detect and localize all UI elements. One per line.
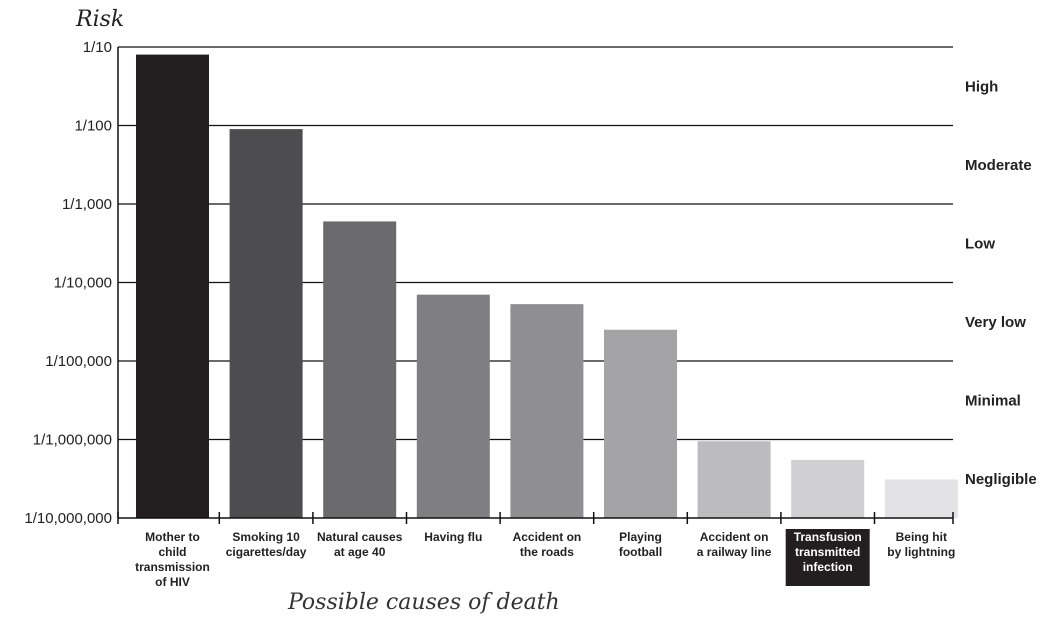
y-tick-label: 1/10	[83, 39, 112, 56]
y-tick-label: 1/100,000	[45, 353, 112, 370]
bar	[416, 294, 490, 518]
category-labels: Mother to child transmission of HIV Smoking …	[135, 529, 955, 589]
bar	[791, 459, 865, 518]
category-label: Playing football	[619, 530, 662, 559]
bar	[229, 129, 303, 518]
category-label: Being hit by lightning	[887, 530, 955, 559]
x-axis-title: Possible causes of death	[287, 590, 560, 615]
highlight-box	[785, 529, 870, 586]
category-label: Accident on a railway line	[697, 530, 772, 559]
category-label: Transfusion transmitted infection	[794, 530, 862, 574]
category-label: Mother to child transmission of HIV	[135, 530, 210, 589]
risk-band-label: Low	[965, 235, 995, 252]
risk-band-label: Negligible	[965, 471, 1037, 488]
category-label: Smoking 10 cigarettes/day	[226, 530, 307, 559]
axes	[117, 47, 954, 524]
y-tick-label: 1/100	[74, 118, 112, 135]
risk-band-label: Moderate	[965, 157, 1032, 174]
y-tick-label: 1/10,000,000	[24, 510, 112, 527]
category-label: Having flu	[424, 530, 482, 544]
bar	[697, 441, 771, 518]
bars	[136, 54, 958, 519]
category-label: Accident on the roads	[513, 530, 582, 559]
y-axis-title: Risk	[75, 7, 124, 32]
risk-band-label: High	[965, 78, 998, 95]
y-tick-labels: 1/10 1/100 1/1,000 1/10,000 1/100,000 1/1,000…	[24, 39, 112, 527]
bar	[323, 221, 397, 518]
bar	[884, 479, 958, 518]
risk-band-label: Very low	[965, 314, 1026, 331]
risk-band-labels: High Moderate Low Very low Minimal Negligible	[965, 78, 1037, 488]
y-tick-label: 1/1,000	[62, 196, 112, 213]
bar	[136, 54, 209, 519]
bar	[604, 329, 677, 518]
risk-band-label: Minimal	[965, 392, 1021, 409]
bar	[510, 304, 584, 518]
category-label: Natural causes at age 40	[317, 530, 403, 559]
y-tick-label: 1/1,000,000	[33, 432, 112, 449]
y-tick-label: 1/10,000	[54, 275, 112, 292]
